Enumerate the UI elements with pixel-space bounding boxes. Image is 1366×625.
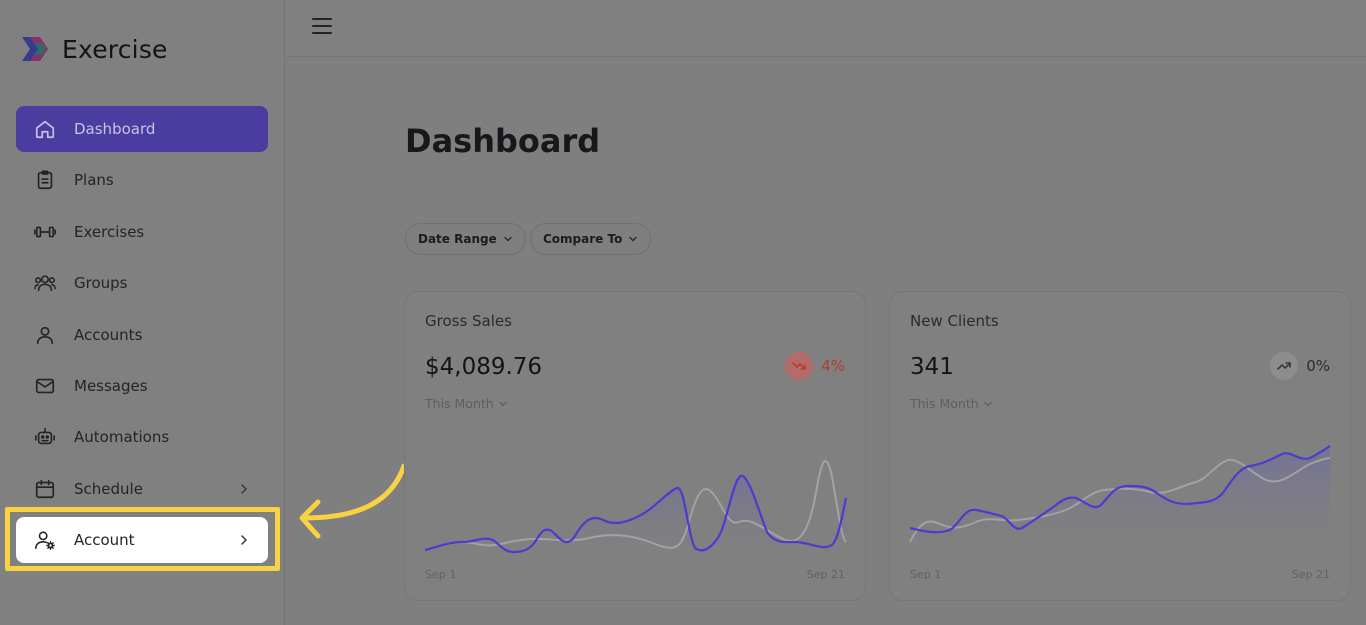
user-gear-icon <box>34 529 56 551</box>
x-axis-start: Sep 1 <box>910 568 942 581</box>
card-title: New Clients <box>910 312 999 330</box>
new-clients-chart <box>909 445 1331 562</box>
card-value: 341 <box>910 354 954 380</box>
chart-area <box>910 446 1330 562</box>
chart-line-secondary <box>909 457 1331 543</box>
trend-percent: 0% <box>1306 357 1330 375</box>
mail-icon <box>34 375 56 397</box>
trend-down-icon <box>785 352 814 380</box>
menu-icon[interactable] <box>312 18 332 38</box>
calendar-icon <box>34 478 56 500</box>
period-dropdown[interactable]: This Month <box>910 396 993 411</box>
sidebar-item-plans[interactable]: Plans <box>16 157 268 203</box>
sidebar-item-label: Accounts <box>74 325 143 344</box>
chevron-right-icon <box>241 535 248 545</box>
sidebar-item-label: Groups <box>74 274 128 293</box>
chevron-right-icon <box>241 483 248 494</box>
gross-sales-card: Gross Sales $4,089.76 4% This Month Sep … <box>404 291 866 601</box>
compare-to-label: Compare To <box>543 232 623 246</box>
sidebar-item-label: Automations <box>74 428 170 447</box>
sidebar-item-label: Exercises <box>74 222 145 241</box>
sidebar-item-automations[interactable]: Automations <box>16 414 268 460</box>
sidebar: Exercise Dashboard Plans Exercises Group… <box>0 0 285 625</box>
robot-icon <box>34 426 56 448</box>
chevron-down-icon <box>629 236 638 242</box>
users-icon <box>34 272 56 294</box>
topbar <box>286 0 1366 57</box>
chart-line-primary <box>909 445 1331 534</box>
card-title: Gross Sales <box>425 312 512 330</box>
sidebar-item-accounts[interactable]: Accounts <box>16 312 268 358</box>
chart-line-secondary <box>424 459 847 551</box>
brand[interactable]: Exercise <box>20 32 168 66</box>
period-dropdown[interactable]: This Month <box>425 396 508 411</box>
x-axis-end: Sep 21 <box>806 568 845 581</box>
trend-percent: 4% <box>821 357 845 375</box>
sidebar-item-account[interactable]: Account <box>16 517 268 564</box>
date-range-label: Date Range <box>418 232 497 246</box>
sidebar-item-label: Account <box>74 531 135 550</box>
dumbbell-icon <box>34 221 56 243</box>
sidebar-item-schedule[interactable]: Schedule <box>16 466 268 512</box>
chevron-down-icon <box>499 401 507 406</box>
sidebar-item-label: Dashboard <box>74 120 156 138</box>
new-clients-card: New Clients 341 0% This Month Sep 1 Sep … <box>889 291 1351 601</box>
brand-logo-icon <box>22 37 48 61</box>
chevron-down-icon <box>504 236 512 242</box>
sidebar-item-dashboard[interactable]: Dashboard <box>16 106 268 152</box>
sidebar-item-exercises[interactable]: Exercises <box>16 209 268 255</box>
user-icon <box>34 324 56 346</box>
card-value: $4,089.76 <box>425 354 543 380</box>
pointer-arrow-icon <box>299 463 407 539</box>
trend-badge: 4% <box>785 352 845 380</box>
period-label: This Month <box>425 396 494 411</box>
sidebar-item-label: Plans <box>74 171 114 190</box>
compare-to-dropdown[interactable]: Compare To <box>530 223 652 255</box>
date-range-dropdown[interactable]: Date Range <box>405 223 526 255</box>
sidebar-item-messages[interactable]: Messages <box>16 363 268 409</box>
sidebar-item-label: Schedule <box>74 479 143 498</box>
gross-sales-chart <box>424 459 848 562</box>
clipboard-icon <box>34 169 56 191</box>
sidebar-item-groups[interactable]: Groups <box>16 260 268 306</box>
x-axis-start: Sep 1 <box>425 568 457 581</box>
sidebar-nav: Dashboard Plans Exercises Groups Account… <box>16 106 268 569</box>
x-axis-end: Sep 21 <box>1291 568 1330 581</box>
home-icon <box>34 118 56 140</box>
page-title: Dashboard <box>405 122 601 160</box>
brand-name: Exercise <box>62 34 168 64</box>
trend-badge: 0% <box>1270 352 1330 380</box>
sidebar-item-label: Messages <box>74 376 148 395</box>
chevron-down-icon <box>984 401 992 406</box>
period-label: This Month <box>910 396 979 411</box>
chart-line-primary <box>424 474 848 554</box>
trend-up-icon <box>1270 352 1299 380</box>
